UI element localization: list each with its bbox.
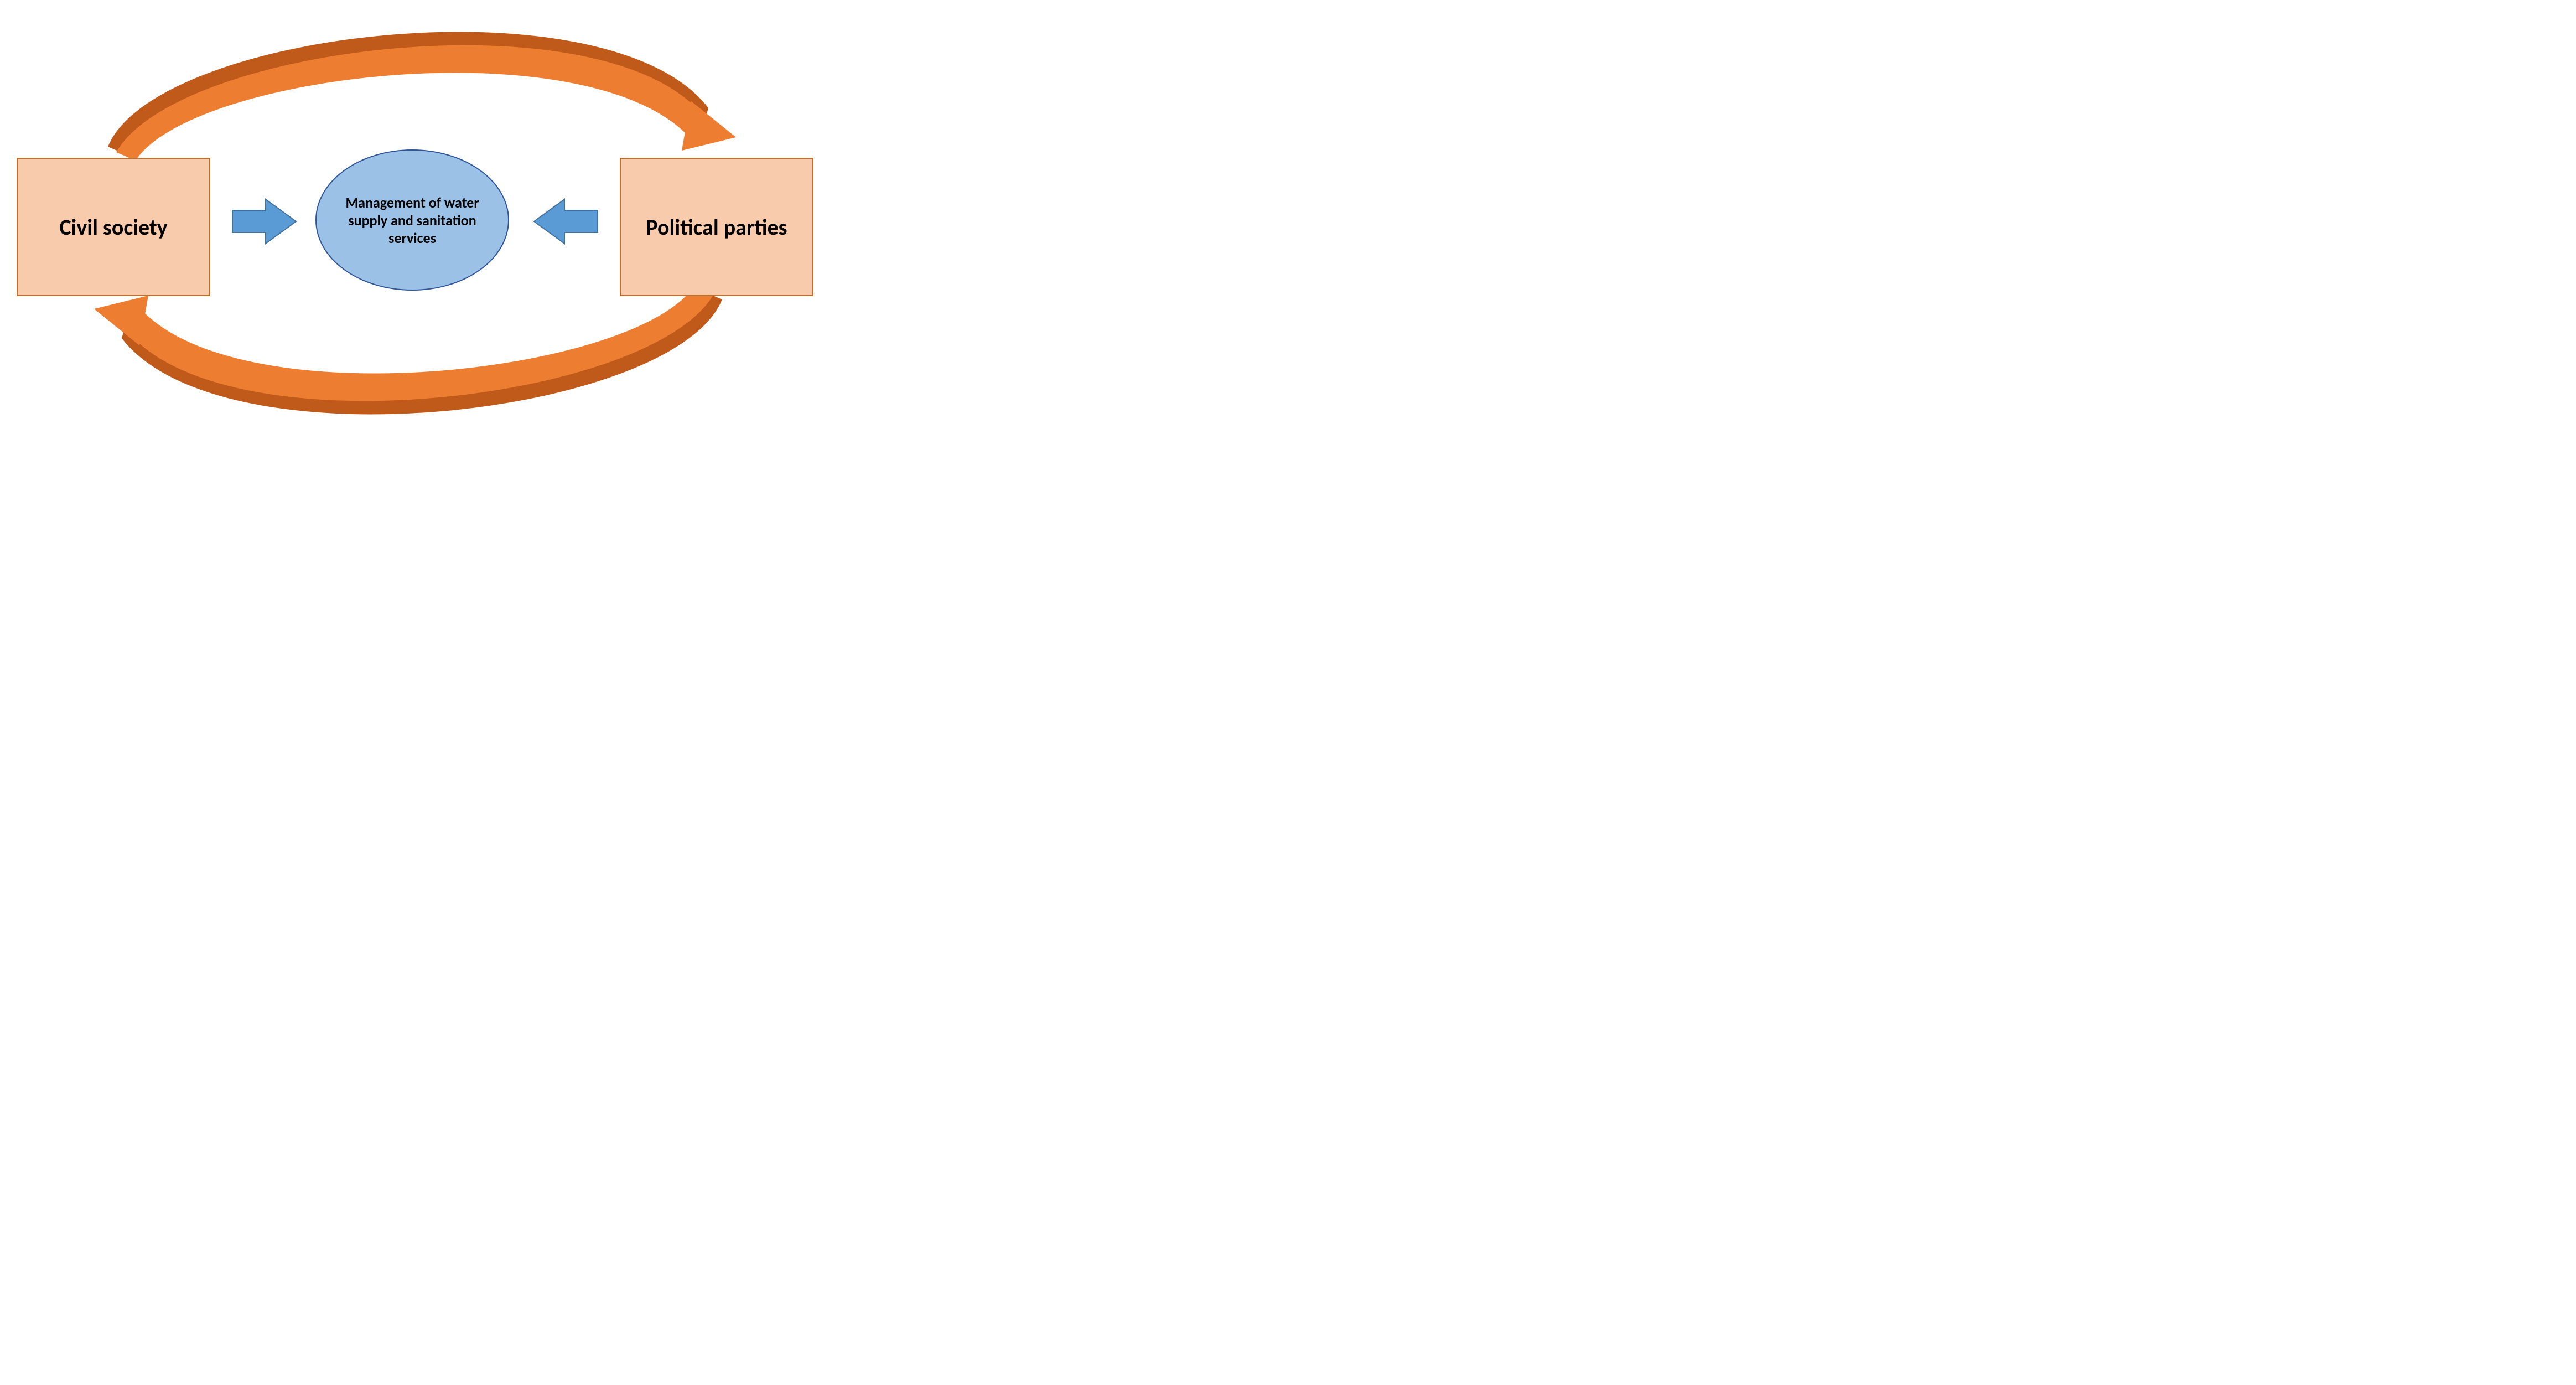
political-parties-label: Political parties [646,214,787,241]
curved-arrow-top-body [116,45,703,161]
diagram-container: Civil society Management of water supply… [0,0,830,446]
curved-arrow-bottom [94,286,722,414]
curved-arrow-top-shadow [108,32,708,155]
curved-arrow-top-head [682,101,736,151]
curved-arrow-top [108,32,736,161]
civil-society-label: Civil society [59,214,167,241]
block-arrow-right-border [534,199,598,244]
curved-arrow-bottom-head [94,296,148,345]
civil-society-box: Civil society [17,158,210,296]
block-arrow-left [232,199,296,244]
block-arrow-left-border [232,199,296,244]
political-parties-box: Political parties [620,158,813,296]
curved-arrow-bottom-body [127,286,714,401]
management-ellipse: Management of water supply and sanitatio… [315,149,509,291]
block-arrow-left-shape [232,199,296,244]
curved-arrow-bottom-shadow [122,291,722,414]
block-arrow-right-shape [534,199,598,244]
management-label: Management of water supply and sanitatio… [339,194,486,247]
block-arrow-right [534,199,598,244]
